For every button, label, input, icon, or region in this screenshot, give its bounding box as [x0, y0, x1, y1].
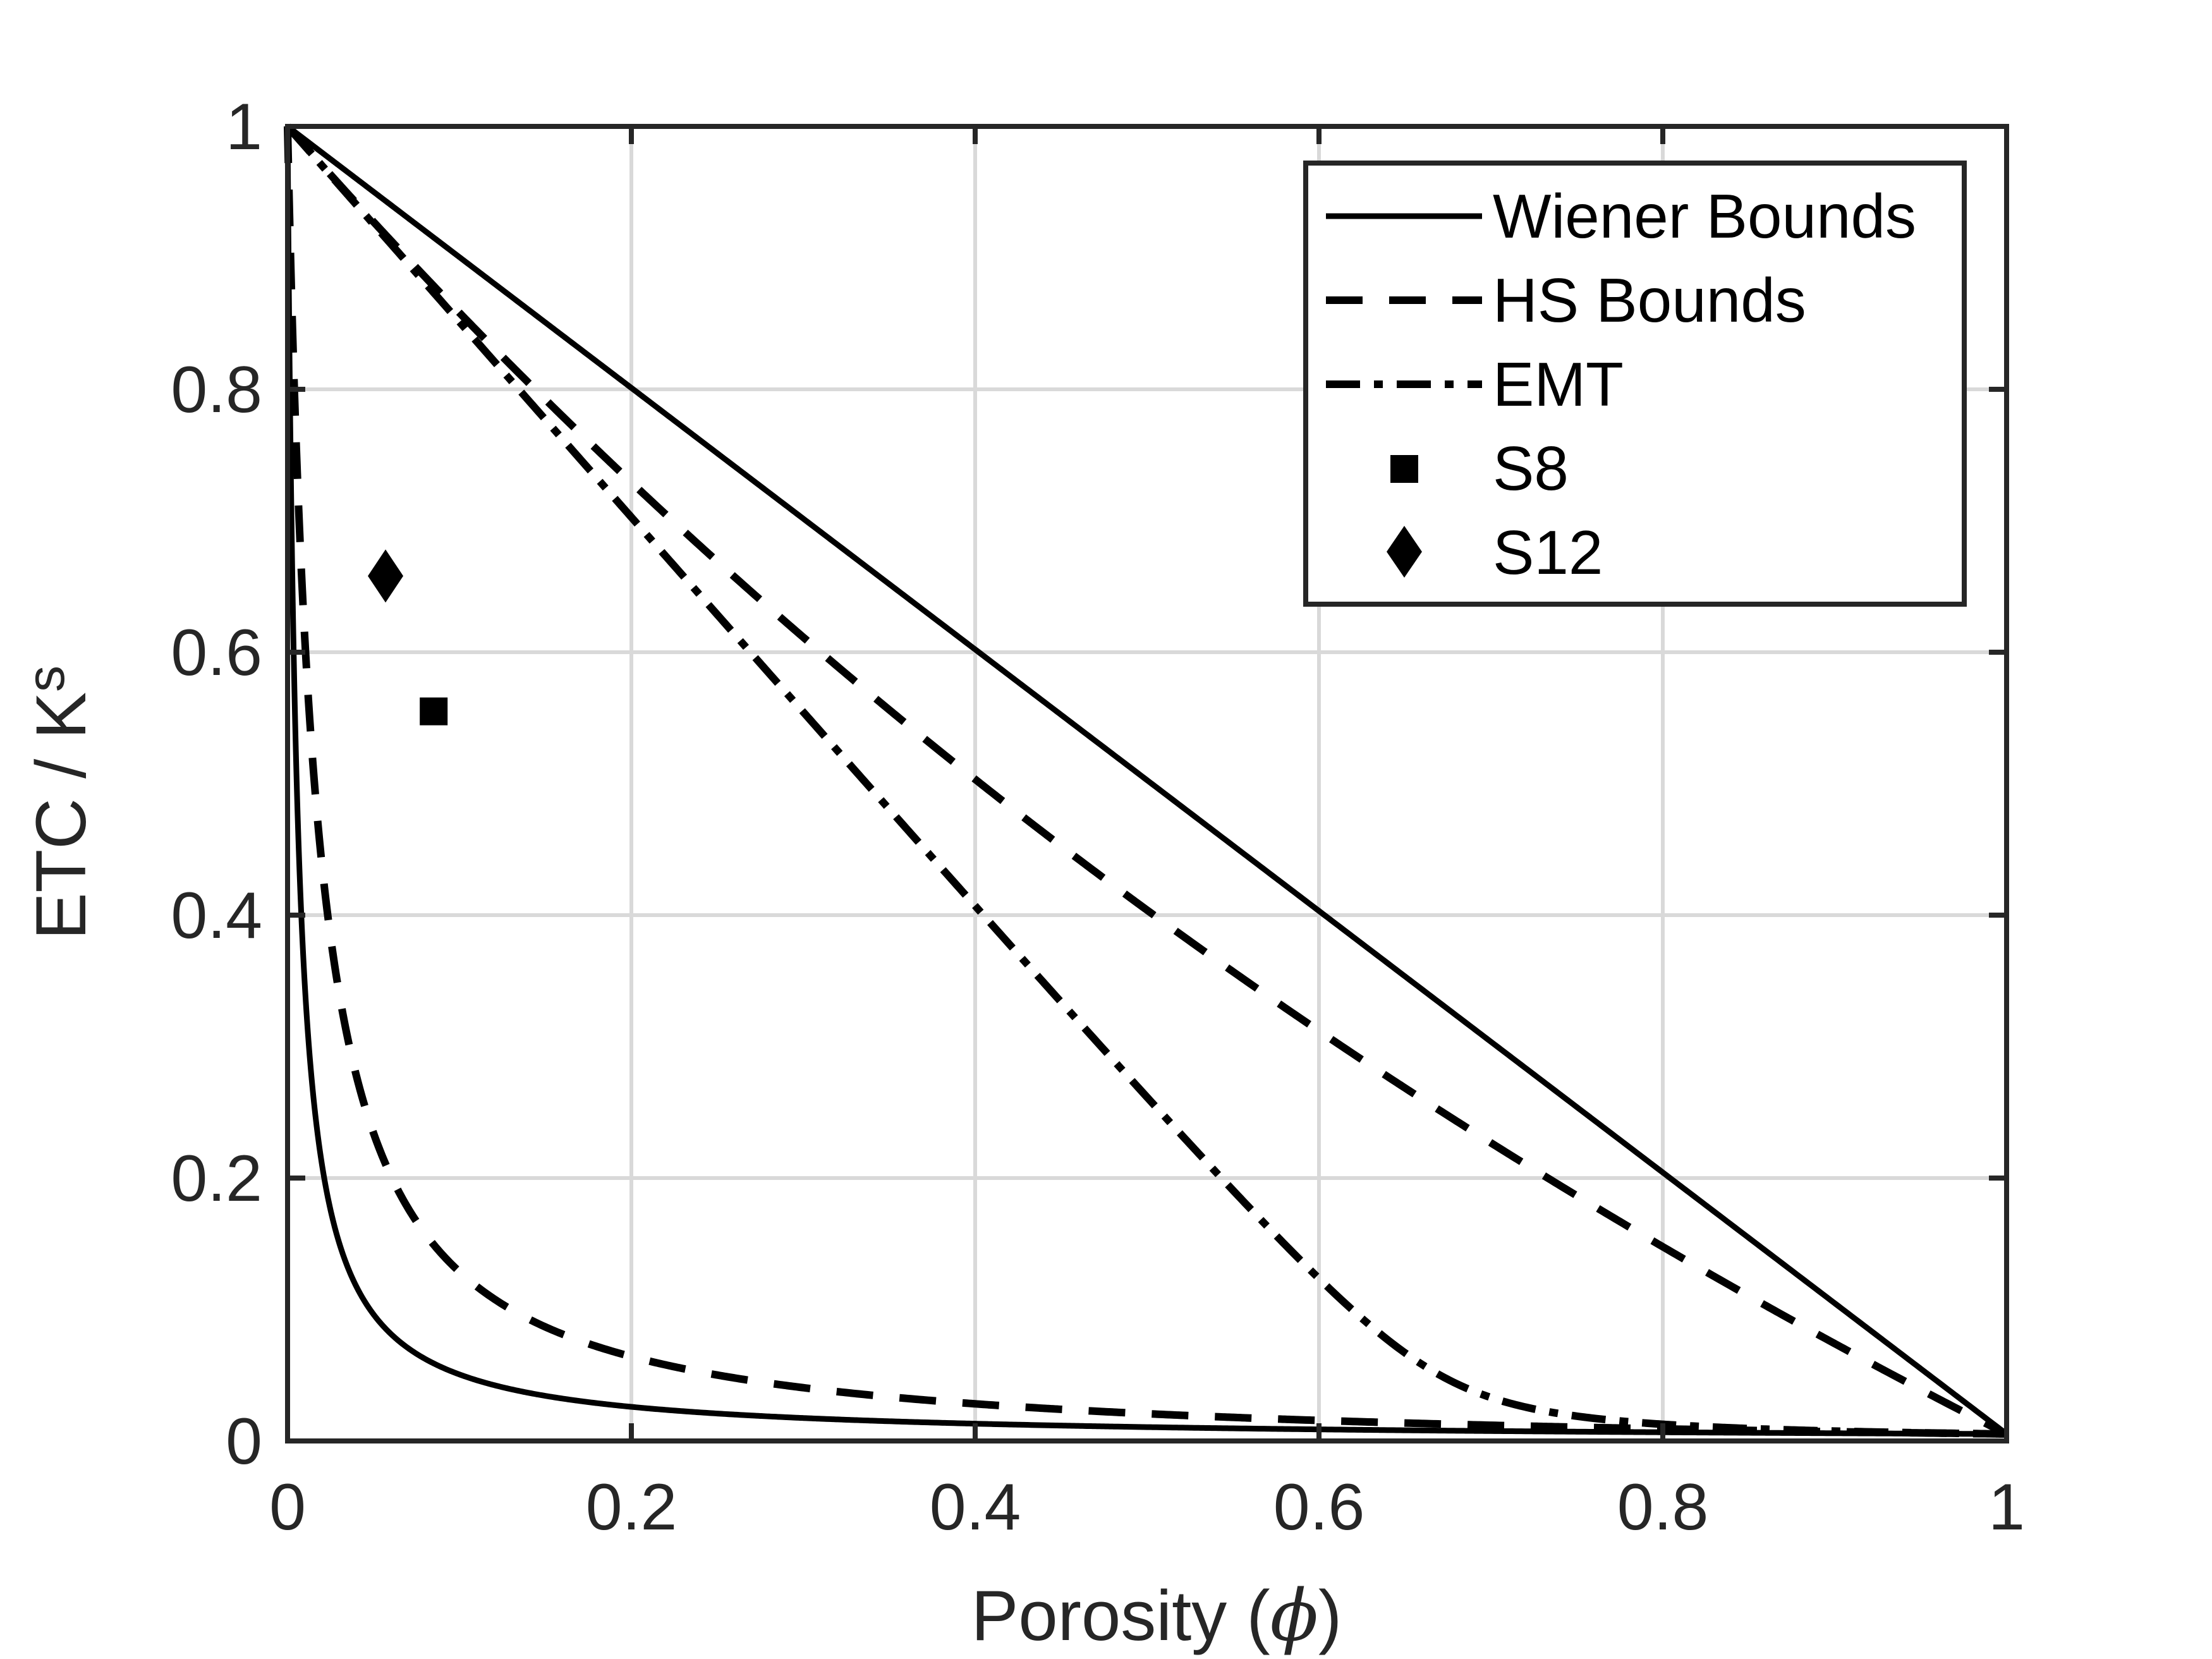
legend: Wiener Bounds HS Bounds EMT S8 S12: [1303, 161, 1967, 607]
tick-labels: 0 0.2 0.4 0.6 0.8 1 0 0.2 0.4 0.6 0.8 1: [171, 90, 2025, 1544]
y-axis-title-subscript: s: [16, 665, 75, 692]
y-tick-label: 0.2: [171, 1142, 262, 1215]
x-axis-title: Porosity (ϕ): [971, 1575, 1342, 1657]
legend-label-s8: S8: [1493, 434, 1569, 503]
legend-label-wiener: Wiener Bounds: [1493, 181, 1916, 251]
x-axis-title-prefix: Porosity (: [971, 1576, 1270, 1655]
series-emt-curve-upper: [284, 123, 2007, 1438]
series-wiener-curve-upper: [284, 123, 2008, 1437]
data-point-s12: [368, 549, 404, 603]
plot-series: [284, 123, 2008, 1438]
x-tick-label: 0.6: [1273, 1471, 1365, 1544]
y-tick-label: 0.6: [171, 616, 262, 690]
y-tick-label: 0.4: [171, 879, 262, 952]
series-wiener-curve-lower: [284, 123, 2007, 1437]
x-tick-label: 0.8: [1617, 1471, 1709, 1544]
legend-swatch-s12: [1387, 526, 1422, 578]
x-tick-label: 0: [269, 1471, 306, 1544]
legend-swatch-s8: [1390, 455, 1418, 483]
legend-label-emt: EMT: [1493, 349, 1624, 419]
axes-box: [285, 124, 2009, 1443]
axes: [285, 124, 2009, 1443]
y-axis-title: ETC / Ks: [16, 665, 100, 940]
x-tick-label: 0.4: [930, 1471, 1021, 1544]
y-tick-label: 0.8: [171, 353, 262, 427]
x-tick-label: 0.2: [586, 1471, 678, 1544]
y-axis-title-main: ETC / K: [21, 692, 100, 940]
x-tick-label: 1: [1988, 1471, 2025, 1544]
y-tick-label: 0: [226, 1405, 262, 1478]
series-hashin-shtrikman-curve-lower: [284, 123, 2007, 1438]
x-axis-title-symbol: ϕ: [1270, 1575, 1318, 1657]
y-tick-label: 1: [226, 90, 262, 164]
legend-label-s12: S12: [1493, 518, 1603, 587]
data-point-s8: [420, 697, 448, 726]
legend-label-hs: HS Bounds: [1493, 265, 1806, 335]
x-axis-title-suffix: ): [1318, 1576, 1342, 1655]
